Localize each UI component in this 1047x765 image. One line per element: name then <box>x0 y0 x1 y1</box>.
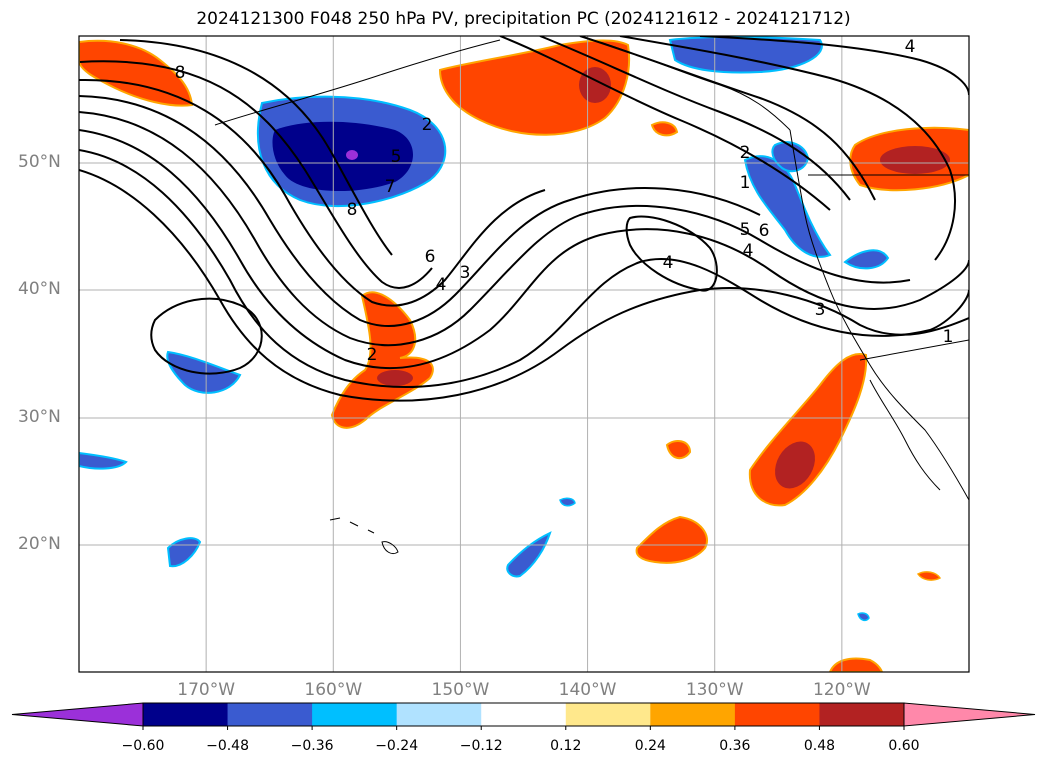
pv-contour-label: 5 <box>740 220 751 240</box>
pv-contour-label: 2 <box>422 115 433 135</box>
colorbar-tick-label: −0.60 <box>121 738 165 754</box>
pv-contour-6 <box>79 78 546 307</box>
colorbar-extend-max <box>903 702 1036 727</box>
coastline-baja <box>869 379 941 491</box>
colorbar-extend-min <box>11 702 144 727</box>
colorbar-tick-label: 0.24 <box>634 738 666 754</box>
pv-contour-label: 1 <box>740 173 751 193</box>
pv-contour-north-1 <box>499 36 831 211</box>
map-frame <box>78 35 970 673</box>
longitude-label: 170°W <box>177 680 236 700</box>
hawaii-islands <box>329 517 399 555</box>
longitude-label: 140°W <box>558 680 617 700</box>
map-title: 2024121300 F048 250 hPa PV, precipitatio… <box>196 9 851 29</box>
pv-contour-label: 8 <box>175 63 186 83</box>
border-us-mexico <box>859 339 969 361</box>
pos-anomaly-northeast-core <box>880 146 950 174</box>
pos-anomaly-small-2 <box>650 121 679 137</box>
colorbar-segment <box>819 703 905 726</box>
pos-anomaly-north-central <box>438 39 631 136</box>
coastline-alaska-peninsula <box>214 39 501 126</box>
latitude-label: 30°N <box>18 407 61 427</box>
colorbar-segment <box>143 703 229 726</box>
pv-contour-closed-west <box>150 297 263 375</box>
neg-anomaly-tiny <box>857 612 870 622</box>
pv-contour-label: 5 <box>391 147 402 167</box>
pv-contour-label: 1 <box>943 327 954 347</box>
pos-anomaly-central-core <box>377 370 413 386</box>
colorbar-tick-label: −0.36 <box>290 738 334 754</box>
latitude-label: 20°N <box>18 534 61 554</box>
pv-contour-north-4 <box>619 36 956 261</box>
pv-contour-1 <box>79 169 969 402</box>
pv-contour-label: 6 <box>759 221 770 241</box>
neg-anomaly-ca <box>843 249 890 270</box>
colorbar-tick-label: −0.12 <box>459 738 503 754</box>
longitude-label: 130°W <box>685 680 744 700</box>
pv-contour-label: 2 <box>740 143 751 163</box>
coastlines <box>214 39 969 555</box>
longitude-label: 150°W <box>431 680 490 700</box>
pv-contour-label: 4 <box>663 253 674 273</box>
pos-anomaly-small-3 <box>916 571 942 581</box>
neg-anomaly-bc-north <box>771 141 810 173</box>
pv-contour-label: 8 <box>347 200 358 220</box>
longitude-label: 160°W <box>304 680 363 700</box>
colorbar-tick-label: 0.48 <box>803 738 836 754</box>
pv-contour-closed-east <box>625 215 718 292</box>
pv-contour-8 <box>119 39 393 256</box>
colorbar-segment <box>396 703 482 726</box>
coastline-alaska-south <box>599 41 791 131</box>
pos-anomaly-nw <box>79 39 194 107</box>
longitude-label: 120°W <box>812 680 871 700</box>
colorbar-tick-label: 0.12 <box>550 738 582 754</box>
pv-contours <box>79 36 969 402</box>
coastline-west-na <box>789 129 969 501</box>
colorbar-tick-label: 0.36 <box>719 738 751 754</box>
colorbar-tick-label: −0.24 <box>375 738 419 754</box>
colorbar-tick-label: −0.48 <box>206 738 249 754</box>
neg-anomaly-west-pac <box>166 350 242 394</box>
pos-anomaly-bottom <box>828 657 884 672</box>
colorbar-segment <box>734 703 820 726</box>
pos-anomaly-small-1 <box>665 439 692 460</box>
colorbar-segment <box>227 703 313 726</box>
latitude-label: 40°N <box>18 279 61 299</box>
pv-contour-label: 7 <box>385 177 396 197</box>
neg-anomaly-peak <box>346 150 358 160</box>
pv-contour-north-2 <box>539 36 851 201</box>
pv-contour-5 <box>79 95 761 327</box>
pv-contour-label: 3 <box>815 300 826 320</box>
pv-contour-label: 3 <box>460 263 471 283</box>
pv-contour-label: 4 <box>905 37 916 57</box>
pv-contour-label: 4 <box>436 275 447 295</box>
colorbar-tick-label: 0.60 <box>888 738 920 754</box>
pv-contour-7 <box>79 60 433 289</box>
pos-anomaly-hawaii-e <box>635 515 708 564</box>
colorbar-segment <box>481 703 567 726</box>
colorbar-segment <box>650 703 736 726</box>
colorbar-outline <box>142 702 905 727</box>
colorbar <box>11 702 1036 730</box>
pv-contour-label: 2 <box>367 345 378 365</box>
pv-contour-3 <box>79 129 969 369</box>
pv-contour-label: 4 <box>743 241 754 261</box>
neg-anomaly-subtrop <box>506 531 552 578</box>
pv-contour-label: 6 <box>425 247 436 267</box>
pv-contour-4 <box>79 111 911 347</box>
neg-anomaly-far-west <box>79 451 128 470</box>
latitude-label: 50°N <box>18 152 61 172</box>
pv-contour-north-5 <box>699 36 969 96</box>
colorbar-segment <box>312 703 398 726</box>
colorbar-segment <box>565 703 651 726</box>
pos-anomaly-subtrop-east-core <box>775 441 815 489</box>
neg-anomaly-small <box>559 497 576 507</box>
